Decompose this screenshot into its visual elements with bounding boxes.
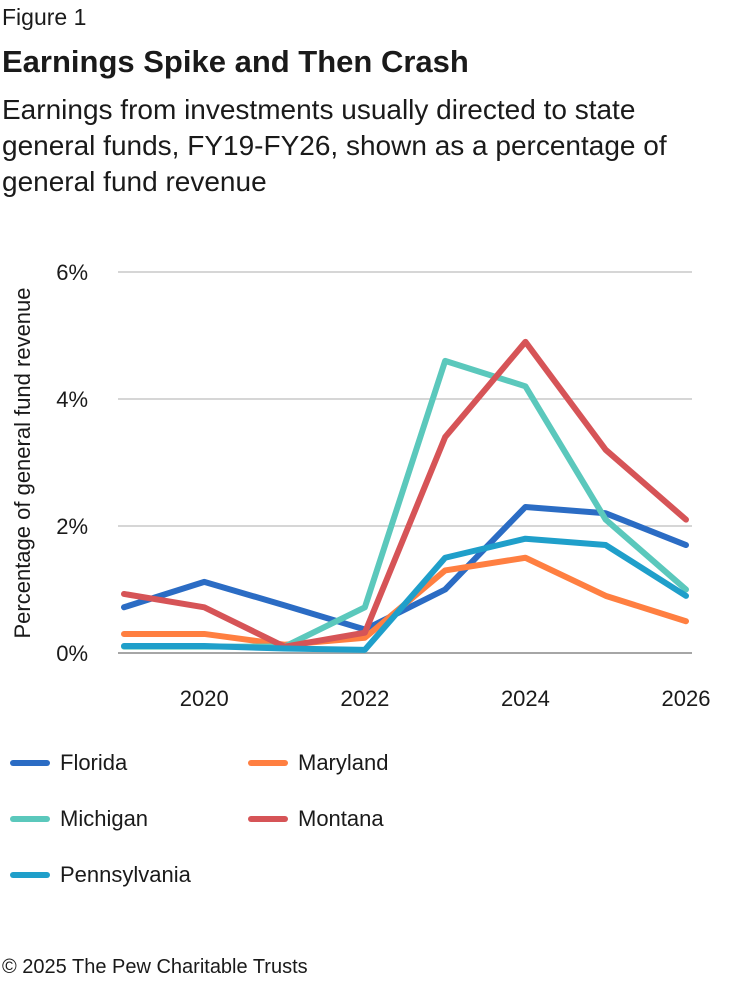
x-tick-label: 2024 — [501, 686, 550, 711]
y-tick-label: 2% — [56, 514, 88, 539]
legend-item-florida: Florida — [10, 750, 127, 776]
legend-label: Florida — [60, 750, 128, 775]
figure-label: Figure 1 — [2, 4, 87, 30]
legend-label: Pennsylvania — [60, 862, 191, 887]
legend-swatch — [248, 816, 288, 822]
legend-label: Montana — [298, 806, 384, 831]
chart-title: Earnings Spike and Then Crash — [2, 44, 469, 79]
legend-swatch — [10, 760, 50, 766]
legend-item-maryland: Maryland — [248, 750, 388, 776]
y-tick-label: 6% — [56, 260, 88, 285]
copyright: © 2025 The Pew Charitable Trusts — [2, 956, 308, 978]
legend-label: Michigan — [60, 806, 149, 831]
legend-item-michigan: Michigan — [10, 806, 148, 832]
legend-swatch — [248, 760, 288, 766]
series-line-florida — [121, 503, 689, 633]
x-tick-label: 2020 — [180, 686, 229, 711]
series-line-pennsylvania — [121, 535, 689, 653]
legend-item-pennsylvania: Pennsylvania — [10, 862, 191, 888]
y-tick-label: 4% — [56, 387, 88, 412]
chart-subtitle: Earnings from investments usually direct… — [2, 94, 667, 197]
legend-label: Maryland — [298, 750, 389, 775]
legend-swatch — [10, 816, 50, 822]
x-tick-label: 2022 — [340, 686, 389, 711]
y-axis-label: Percentage of general fund revenue — [10, 287, 35, 638]
series-line-montana — [121, 338, 689, 650]
x-tick-label: 2026 — [662, 686, 711, 711]
y-tick-label: 0% — [56, 641, 88, 666]
legend-swatch — [10, 872, 50, 878]
legend-item-montana: Montana — [248, 806, 384, 832]
